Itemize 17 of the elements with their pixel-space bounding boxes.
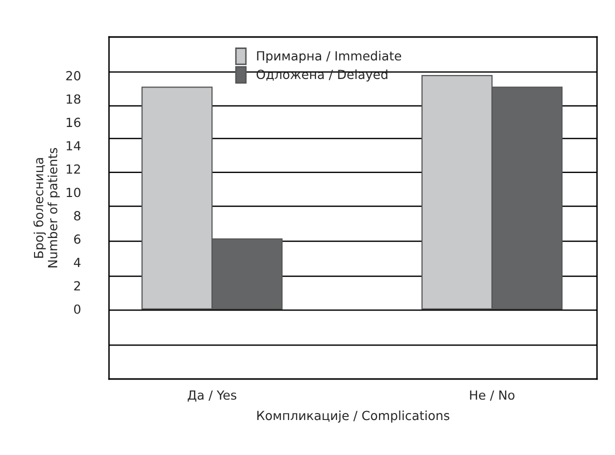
y-tick-label: 12 <box>66 164 80 174</box>
x-tick-label: Не / No <box>470 390 514 401</box>
y-tick-label: 20 <box>66 70 80 80</box>
y-tick-label: 0 <box>74 304 80 314</box>
legend-label: Одложена / Delayed <box>256 69 388 82</box>
x-axis-title: Компликације / Complications <box>257 410 450 423</box>
y-tick-label: 6 <box>74 234 80 244</box>
y-axis-title: Број болесница Number of patients <box>33 148 60 268</box>
y-tick-label: 8 <box>74 211 80 221</box>
y-tick-label: 10 <box>66 188 80 198</box>
x-tick-label: Да / Yes <box>188 390 236 402</box>
legend-label: Примарна / Immediate <box>257 50 402 63</box>
y-tick-label: 2 <box>74 281 80 290</box>
y-tick-label: 16 <box>66 118 80 128</box>
y-tick-label: 4 <box>74 258 81 268</box>
y-tick-label: 14 <box>66 141 81 150</box>
y-tick-label: 18 <box>66 94 80 104</box>
